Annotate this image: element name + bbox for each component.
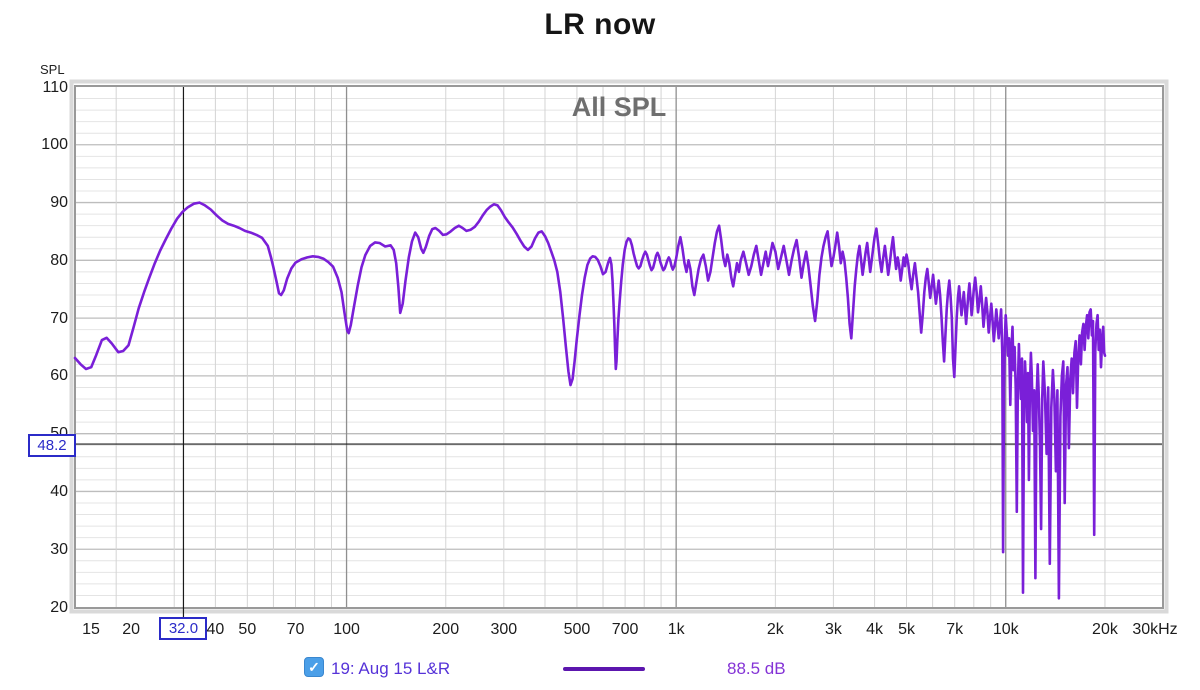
legend-checkbox[interactable]: ✓ bbox=[304, 657, 324, 677]
y-tick-label: 100 bbox=[41, 136, 68, 154]
x-tick-label: 5k bbox=[898, 621, 915, 638]
x-tick-label: 50 bbox=[238, 621, 257, 638]
x-tick-label: 10k bbox=[992, 621, 1019, 638]
cursor-freq-readout[interactable]: 32.0 bbox=[159, 617, 208, 640]
y-tick-label: 30 bbox=[50, 540, 68, 558]
plot-border bbox=[74, 85, 1164, 609]
y-tick-label: 20 bbox=[50, 598, 68, 616]
x-tick-label: 40 bbox=[206, 621, 225, 638]
x-tick-label: 30kHz bbox=[1132, 621, 1178, 638]
x-tick-label: 70 bbox=[286, 621, 305, 638]
x-tick-label: 700 bbox=[611, 621, 639, 638]
x-tick-label: 200 bbox=[432, 621, 460, 638]
x-tick-label: 4k bbox=[866, 621, 884, 638]
plot-background bbox=[75, 86, 1163, 608]
x-tick-label: 500 bbox=[563, 621, 591, 638]
legend-line-swatch bbox=[563, 667, 645, 671]
x-tick-label: 15 bbox=[82, 621, 100, 638]
x-tick-label: 3k bbox=[824, 621, 842, 638]
x-tick-label: 300 bbox=[490, 621, 518, 638]
x-tick-label: 2k bbox=[766, 621, 784, 638]
plot-frame-halo bbox=[69, 79, 1169, 614]
legend-measurement-name[interactable]: 19: Aug 15 L&R bbox=[331, 659, 451, 678]
x-tick-label: 100 bbox=[333, 621, 360, 638]
spl-trace bbox=[73, 201, 1107, 600]
y-tick-label: 80 bbox=[50, 251, 68, 269]
x-tick-label: 20 bbox=[122, 621, 141, 638]
y-tick-label: 110 bbox=[42, 78, 68, 96]
x-tick-label: 20k bbox=[1092, 621, 1118, 638]
legend-level-value: 88.5 dB bbox=[727, 659, 786, 678]
cursor-spl-readout[interactable]: 48.2 bbox=[28, 433, 76, 457]
x-tick-label: 7k bbox=[946, 621, 964, 638]
checkmark-icon: ✓ bbox=[308, 659, 320, 675]
y-axis-title: SPL bbox=[40, 62, 65, 77]
y-tick-label: 40 bbox=[50, 482, 68, 500]
x-tick-label: 1k bbox=[667, 621, 685, 638]
y-tick-label: 60 bbox=[50, 367, 68, 385]
chart-title: LR now bbox=[544, 8, 656, 41]
y-tick-label: 90 bbox=[50, 194, 68, 212]
y-tick-label: 70 bbox=[50, 309, 68, 327]
plot-label: All SPL bbox=[571, 92, 667, 122]
